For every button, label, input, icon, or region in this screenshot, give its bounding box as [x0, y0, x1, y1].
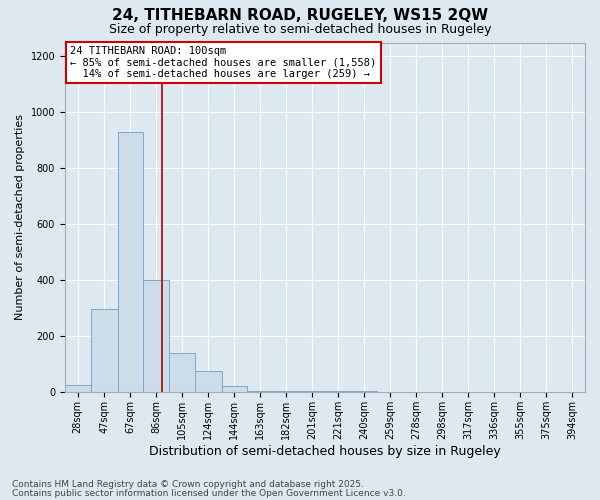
- Bar: [65, 385, 91, 392]
- Y-axis label: Number of semi-detached properties: Number of semi-detached properties: [15, 114, 25, 320]
- Bar: [247, 390, 273, 392]
- Bar: [299, 391, 326, 392]
- Text: Size of property relative to semi-detached houses in Rugeley: Size of property relative to semi-detach…: [109, 22, 491, 36]
- Text: 24 TITHEBARN ROAD: 100sqm
← 85% of semi-detached houses are smaller (1,558)
  14: 24 TITHEBARN ROAD: 100sqm ← 85% of semi-…: [70, 46, 376, 79]
- Bar: [326, 391, 351, 392]
- Bar: [169, 353, 194, 392]
- Text: Contains public sector information licensed under the Open Government Licence v3: Contains public sector information licen…: [12, 489, 406, 498]
- Text: 24, TITHEBARN ROAD, RUGELEY, WS15 2QW: 24, TITHEBARN ROAD, RUGELEY, WS15 2QW: [112, 8, 488, 22]
- Bar: [143, 280, 169, 392]
- Bar: [221, 386, 247, 392]
- Bar: [118, 132, 143, 392]
- X-axis label: Distribution of semi-detached houses by size in Rugeley: Distribution of semi-detached houses by …: [149, 444, 501, 458]
- Bar: [273, 390, 299, 392]
- Bar: [91, 310, 118, 392]
- Text: Contains HM Land Registry data © Crown copyright and database right 2025.: Contains HM Land Registry data © Crown c…: [12, 480, 364, 489]
- Bar: [194, 371, 221, 392]
